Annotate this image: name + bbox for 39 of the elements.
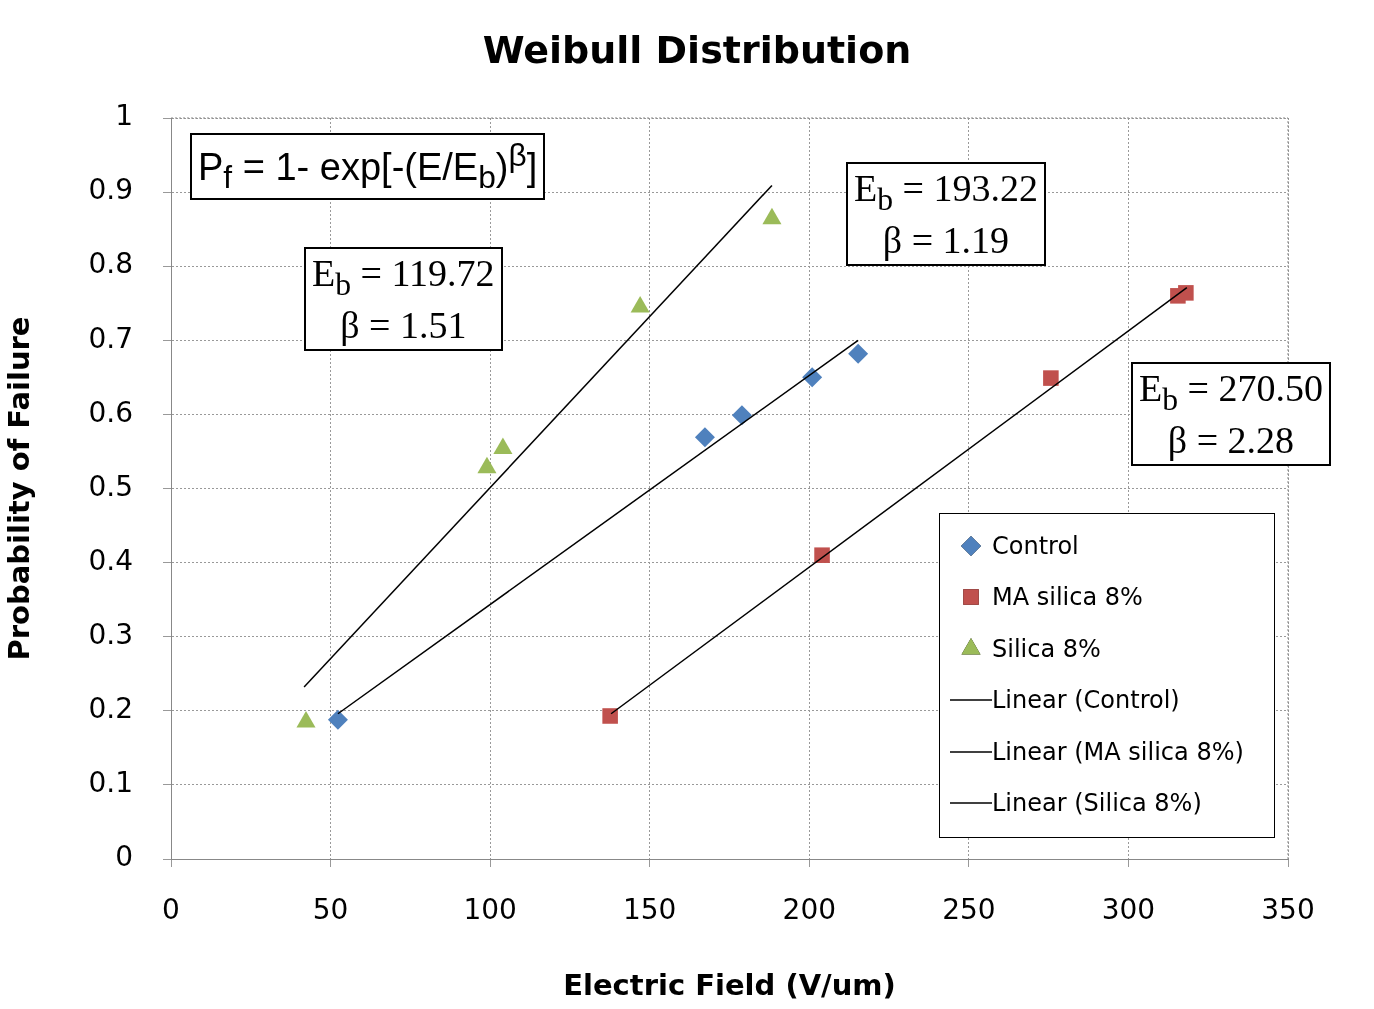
y-tick-label: 0.8 [88, 247, 133, 281]
y-tick-label: 0.3 [88, 617, 133, 651]
y-tick-label: 0.4 [88, 543, 133, 577]
legend-label: Linear (MA silica 8%) [992, 737, 1244, 766]
y-tick-label: 0.6 [88, 395, 133, 429]
annotation: E$_{b}$ = 270.50 β = 2.28 [1131, 362, 1331, 466]
x-tick-label: 300 [1101, 893, 1156, 927]
legend-label: Linear (Control) [992, 686, 1180, 715]
x-tick-label: 250 [942, 893, 996, 927]
annotation: E$_{b}$ = 193.22 β = 1.19 [846, 162, 1046, 266]
point [694, 427, 715, 448]
point [848, 343, 869, 364]
chart-title: Weibull Distribution [481, 28, 913, 72]
x-tick-label: 50 [312, 893, 349, 927]
point [1043, 370, 1059, 386]
y-tick-label: 0.5 [88, 469, 133, 503]
y-tick-label: 0 [115, 840, 133, 874]
x-axis-title: Electric Field (V/um) [563, 968, 896, 1003]
x-tick-label: 200 [782, 893, 837, 927]
x-tick-label: 0 [162, 893, 180, 927]
y-axis-title: Probability of Failure [1, 316, 36, 661]
annotation: P$_{f}$ = 1- exp[-(E/E$_{b}$)$^{β}$] [190, 133, 546, 201]
y-tick-label: 0.1 [88, 766, 133, 800]
y-tick-label: 0.9 [88, 173, 133, 207]
x-tick-label: 100 [463, 893, 517, 927]
y-tick-label: 0.2 [88, 692, 133, 726]
legend-label: MA silica 8% [992, 583, 1143, 612]
legend-label: Control [992, 531, 1079, 560]
annotation: E$_{b}$ = 119.72 β = 1.51 [304, 247, 503, 351]
y-tick-label: 0.7 [88, 321, 133, 355]
point [731, 405, 752, 426]
x-tick-label: 350 [1261, 893, 1315, 927]
legend-label: Silica 8% [992, 634, 1101, 663]
point [602, 708, 618, 724]
y-tick-label: 1 [115, 99, 133, 133]
point [1178, 285, 1194, 301]
legend-label: Linear (Silica 8%) [992, 789, 1202, 818]
x-tick-label: 150 [622, 893, 677, 927]
point [327, 709, 348, 730]
